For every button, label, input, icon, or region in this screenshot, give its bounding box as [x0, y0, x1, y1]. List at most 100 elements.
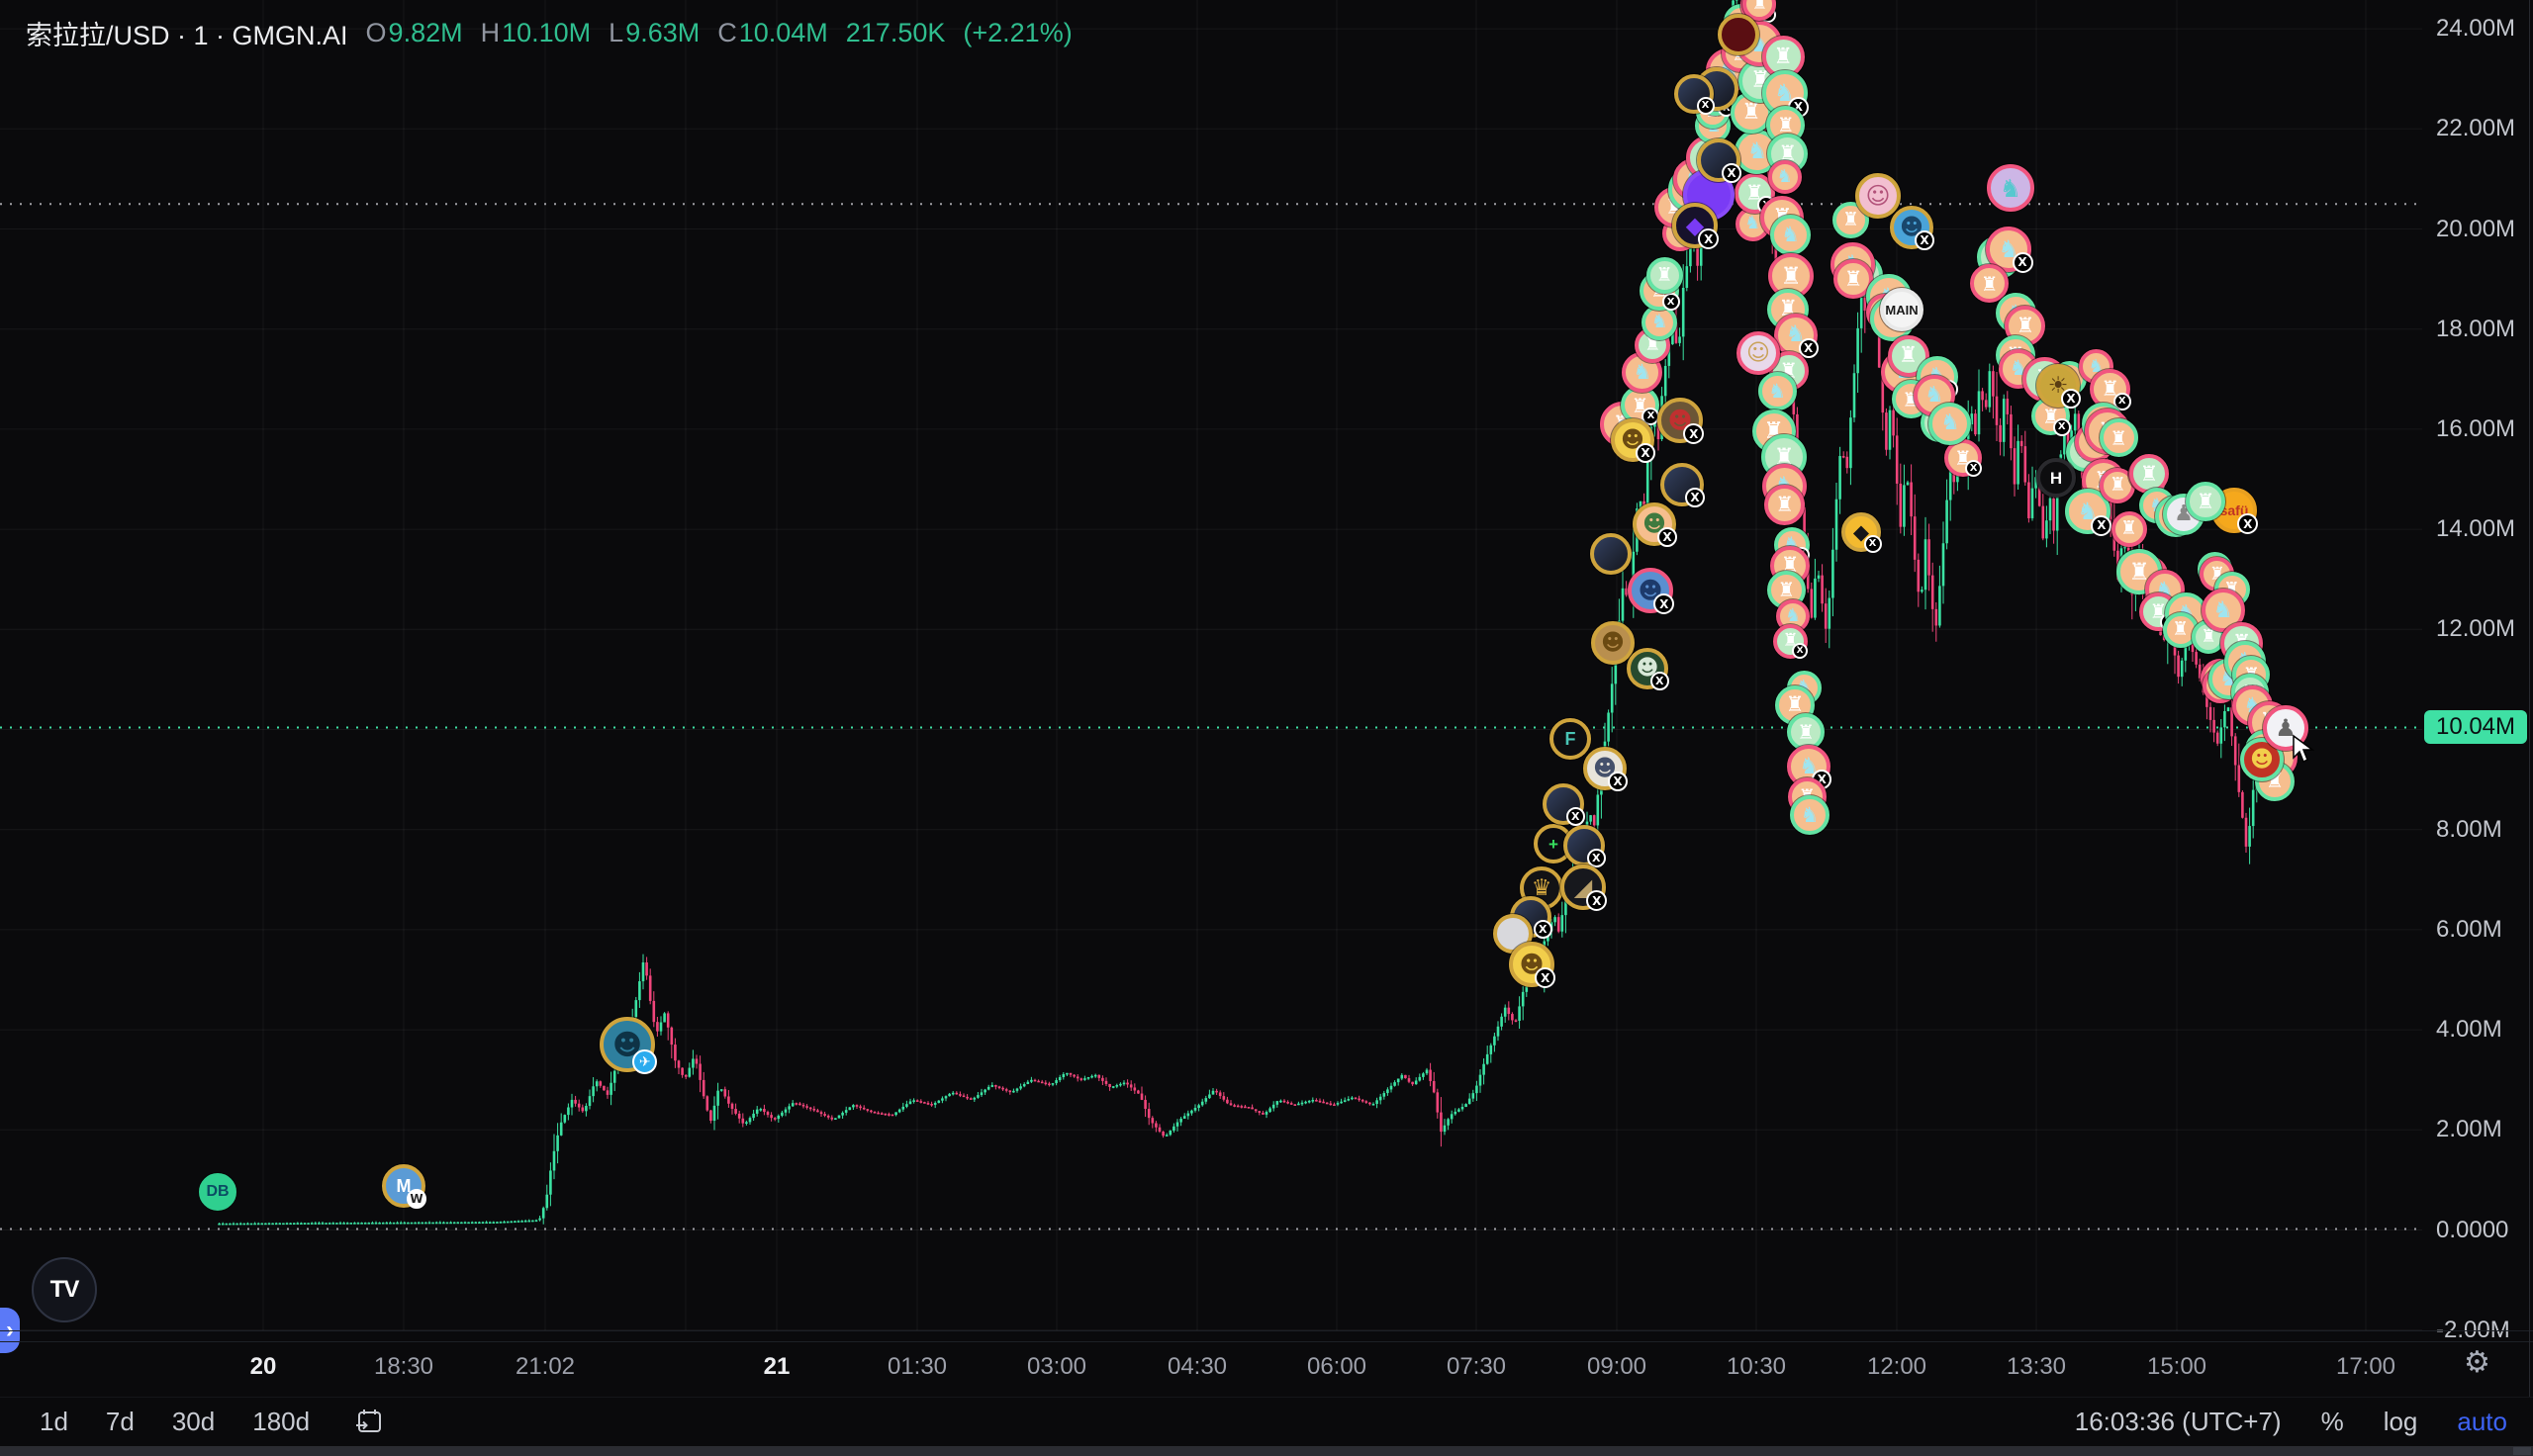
avatar-bubble[interactable]: F: [1549, 718, 1591, 760]
range-button-30d[interactable]: 30d: [171, 1406, 216, 1436]
avatar-bubble[interactable]: ♜X: [1943, 438, 1983, 478]
avatar-glyph: ♜: [1741, 100, 1762, 126]
avatar-glyph: ♞: [1999, 173, 2022, 203]
avatar-bubble[interactable]: ☺: [1855, 173, 1901, 219]
avatar-glyph: ♜: [1775, 492, 1795, 516]
avatar-bubble[interactable]: ♜: [1887, 335, 1929, 378]
avatar-bubble[interactable]: [1718, 14, 1759, 55]
calendar-icon: [356, 1410, 382, 1432]
avatar-bubble[interactable]: ☻: [2240, 738, 2284, 781]
x-twitter-badge-icon: X: [1657, 527, 1677, 547]
avatar-bubble[interactable]: ☻ ✈: [600, 1017, 658, 1075]
avatar-bubble[interactable]: ♜: [2111, 510, 2147, 547]
avatar-bubble[interactable]: H: [2036, 458, 2076, 498]
clock-utc[interactable]: 16:03:36 (UTC+7): [2074, 1406, 2282, 1436]
avatar-bubble[interactable]: X: [1563, 825, 1606, 867]
horizontal-scrollbar[interactable]: [0, 1446, 2533, 1456]
avatar-bubble[interactable]: ☺: [1736, 331, 1780, 375]
avatar-bubble[interactable]: X: [1660, 463, 1705, 507]
avatar-bubble[interactable]: ♞X: [1986, 226, 2033, 273]
x-twitter-badge-icon: X: [1535, 967, 1556, 989]
avatar-bubble[interactable]: ♞X: [1773, 313, 1819, 358]
wolf-badge-icon: W: [407, 1189, 426, 1209]
avatar-bubble[interactable]: ♜: [2099, 418, 2138, 458]
avatar-glyph: ♜: [2172, 618, 2190, 641]
avatar-bubble[interactable]: ☻ X: [1657, 398, 1705, 445]
avatar-bubble[interactable]: ☀ X: [2036, 364, 2081, 409]
avatar-bubble[interactable]: ♞: [1987, 164, 2034, 212]
avatar-bubble[interactable]: ☻: [1591, 621, 1635, 665]
avatar-bubble[interactable]: ♜X: [2031, 397, 2071, 436]
avatar-glyph: ♛: [1531, 874, 1552, 901]
avatar-bubble[interactable]: ♜X: [1773, 623, 1809, 659]
percent-scale-button[interactable]: %: [2320, 1406, 2344, 1436]
avatar-bubble[interactable]: X: [1697, 138, 1741, 183]
price-axis[interactable]: 24.00M 22.00M 20.00M 18.00M 16.00M 14.00M 12.0…: [2422, 0, 2533, 1343]
avatar-glyph: ♜: [1797, 720, 1816, 745]
avatar-bubble[interactable]: ◆ X: [1672, 203, 1720, 250]
go-to-date-button[interactable]: [353, 1406, 385, 1437]
x-twitter-badge-icon: X: [1586, 848, 1606, 867]
avatar-bubble[interactable]: ☻ X: [1628, 568, 1675, 615]
avatar-bubble[interactable]: ♞: [1790, 795, 1829, 836]
log-scale-button[interactable]: log: [2383, 1406, 2418, 1436]
avatar-bubble[interactable]: ♜: [2186, 482, 2225, 521]
avatar-bubble[interactable]: ♜: [1768, 252, 1815, 299]
pane-separator-bottom[interactable]: [0, 1341, 2533, 1342]
avatar-bubble[interactable]: ◢ X: [1560, 864, 1608, 912]
range-button-1d[interactable]: 1d: [40, 1406, 68, 1436]
avatar-bubble[interactable]: ♜: [1970, 264, 2010, 303]
avatar-bubble[interactable]: X: [1543, 783, 1585, 826]
range-button-180d[interactable]: 180d: [252, 1406, 311, 1436]
avatar-bubble[interactable]: X: [1674, 74, 1715, 115]
avatar-bubble[interactable]: ♞: [1767, 160, 1802, 195]
avatar-bubble[interactable]: ♟: [2263, 705, 2308, 751]
time-tick-label: 07:30: [1446, 1353, 1507, 1380]
avatar-bubble[interactable]: ☻ X: [1890, 206, 1934, 250]
avatar-bubble[interactable]: ☻ X: [1633, 502, 1677, 547]
avatar-text: +: [1548, 834, 1558, 854]
gridlines: [0, 0, 2422, 1330]
time-tick-label: 18:30: [373, 1353, 434, 1380]
avatar-bubble[interactable]: ♞: [1928, 402, 1972, 445]
avatar-bubble[interactable]: ☻ X: [1509, 942, 1556, 989]
chart-pane[interactable]: ♜♜X♞♜♞♜X♜♞♜♜♞X♜♞♜♜X♞♜♞♜X♞♜X♞♜♜♞X♜♜♞X♜♜♞♜…: [0, 0, 2533, 1353]
x-twitter-badge-icon: X: [1636, 443, 1655, 463]
avatar-bubble[interactable]: ♞: [2201, 589, 2245, 633]
avatar-glyph: ♜: [1780, 261, 1802, 290]
x-twitter-badge-icon: X: [1722, 163, 1741, 183]
time-tick-label: 10:30: [1726, 1353, 1787, 1380]
avatar-bubble[interactable]: ♜: [1833, 259, 1874, 300]
avatar-bubble[interactable]: safü X: [2211, 488, 2259, 535]
avatar-bubble[interactable]: ◆ X: [1841, 512, 1882, 553]
avatar-bubble-layer: ♜♜X♞♜♞♜X♜♞♜♜♞X♜♞♜♜X♞♜♞♜X♞♜X♞♜♜♞X♜♜♞X♜♜♞♜…: [199, 0, 2308, 1211]
avatar-bubble[interactable]: ♞: [1757, 371, 1797, 410]
avatar-bubble[interactable]: ♜: [1645, 257, 1683, 295]
tradingview-logo[interactable]: TV: [32, 1257, 97, 1322]
avatar-bubble[interactable]: ☻ X: [1583, 747, 1628, 791]
settings-icon[interactable]: ⚙: [2464, 1345, 2490, 1380]
pane-separator-top[interactable]: [0, 1330, 2533, 1331]
time-axis[interactable]: 20 18:30 21:02 21 01:30 03:00 04:30 06:00 07:30 0…: [0, 1341, 2533, 1397]
avatar-bubble[interactable]: ♜: [1742, 0, 1777, 21]
avatar-bubble[interactable]: ♞: [1642, 304, 1678, 340]
range-button-7d[interactable]: 7d: [105, 1406, 135, 1436]
avatar-bubble[interactable]: ☻ X: [1611, 418, 1655, 463]
avatar-glyph: ♞: [1633, 359, 1652, 384]
ohlc-open: O 9.82M: [366, 18, 463, 48]
avatar-bubble[interactable]: ☻ X: [1627, 648, 1669, 690]
change-percent: (+2.21%): [963, 18, 1073, 47]
avatar-bubble[interactable]: MAIN: [1880, 288, 1923, 331]
price-tick-label: 14.00M: [2436, 515, 2516, 543]
avatar-bubble[interactable]: [1590, 533, 1632, 575]
auto-scale-button[interactable]: auto: [2457, 1406, 2507, 1436]
avatar-bubble[interactable]: ♞X: [2065, 489, 2112, 536]
price-tick-label: 20.00M: [2436, 215, 2516, 242]
avatar-bubble[interactable]: ♜X: [1734, 172, 1776, 215]
candlestick-chart-canvas[interactable]: [0, 0, 2533, 1330]
avatar-bubble[interactable]: DB: [199, 1173, 236, 1211]
high-value: 10.10M: [502, 18, 592, 47]
avatar-bubble[interactable]: ♜: [1764, 484, 1806, 525]
